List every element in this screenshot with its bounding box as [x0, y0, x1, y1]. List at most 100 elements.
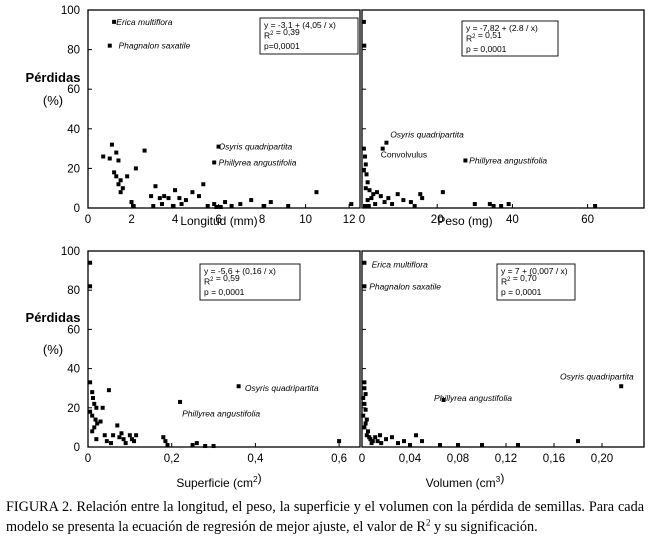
- data-point: [116, 158, 121, 163]
- data-point: [414, 433, 418, 438]
- data-point: [516, 443, 520, 448]
- data-point: [362, 284, 367, 289]
- regression-stat: p = 0,0001: [466, 44, 507, 54]
- data-point: [362, 425, 367, 430]
- data-point: [576, 439, 580, 444]
- data-point: [88, 284, 93, 289]
- plot-frame: [87, 250, 361, 448]
- figure-2-scatter-panels: Pérdidas (%) Pérdidas (%) 0 2 4 6 8 10 1202040…: [26, 5, 645, 490]
- data-point: [107, 156, 112, 161]
- data-point: [190, 443, 195, 448]
- plot-frame: [87, 9, 361, 209]
- data-point: [229, 204, 234, 209]
- data-point: [401, 198, 406, 203]
- x-tick-label: 4: [172, 214, 179, 226]
- data-point: [367, 188, 372, 193]
- data-point: [142, 148, 147, 153]
- data-point: [98, 419, 103, 424]
- data-point: [125, 174, 130, 179]
- data-point: [361, 168, 366, 173]
- x-tick-label: 0,2: [164, 453, 180, 465]
- data-point: [118, 178, 123, 183]
- data-point: [380, 146, 385, 151]
- data-point: [363, 392, 368, 397]
- y-tick-label: 40: [67, 364, 80, 376]
- data-point: [133, 166, 138, 171]
- data-point: [216, 144, 221, 149]
- x-axis-label: Superficie (cm2): [176, 471, 261, 490]
- caption-text: FIGURA 2. Relación entre la longitud, el…: [6, 499, 644, 535]
- data-point: [205, 204, 210, 209]
- data-point: [375, 190, 380, 195]
- data-point: [129, 437, 134, 442]
- regression-stat: R2 = 0,39: [264, 27, 300, 40]
- data-point: [173, 188, 178, 193]
- data-point: [238, 202, 243, 207]
- data-point: [90, 429, 95, 434]
- data-point: [129, 200, 134, 205]
- data-point: [593, 204, 598, 209]
- regression-box: [461, 20, 559, 57]
- regression-stat: y = -3,1 + (4,05 / x): [264, 20, 336, 30]
- data-point: [178, 399, 183, 404]
- regression-stat: p=0,0001: [264, 41, 300, 51]
- x-tick-label: 0: [359, 214, 365, 226]
- data-point: [366, 429, 370, 434]
- x-axis-label: Peso (mg): [437, 214, 492, 228]
- scatter-panel-1: 0 2 4 6 8 10 12 0 20 40 60 80 100 Longitud (mm) y = -3…: [61, 5, 361, 228]
- regression-stat: p = 0,0001: [204, 287, 245, 297]
- y-tick-label: 20: [67, 163, 80, 175]
- regression-stat: y = -5,6 + (0,16 / x): [204, 266, 276, 276]
- data-point: [109, 142, 114, 147]
- data-point: [373, 202, 378, 207]
- x-tick-label: 0,08: [447, 453, 469, 465]
- data-point: [116, 182, 121, 187]
- data-point: [363, 162, 368, 167]
- data-point: [93, 417, 98, 422]
- x-axis-label: Longitud (mm): [180, 214, 257, 228]
- data-point: [420, 439, 424, 444]
- data-point: [203, 444, 208, 449]
- data-point: [165, 443, 170, 448]
- data-point: [506, 202, 511, 207]
- y-tick-label: 0: [74, 442, 80, 454]
- figure-caption: FIGURA 2. Relación entre la longitud, el…: [6, 497, 644, 537]
- data-point: [314, 190, 319, 195]
- data-point: [212, 160, 217, 165]
- data-point: [379, 441, 384, 446]
- data-point: [94, 405, 99, 410]
- species-annotation: Osyris quadripartita: [390, 130, 464, 140]
- data-point: [362, 43, 367, 48]
- data-point: [183, 198, 188, 203]
- data-point: [131, 204, 136, 209]
- species-annotation: Convolvulus: [381, 150, 427, 160]
- data-point: [491, 204, 496, 209]
- data-point: [90, 413, 95, 418]
- data-point: [120, 186, 125, 191]
- data-point: [88, 409, 93, 414]
- x-tick-label: 2: [128, 214, 134, 226]
- data-point: [268, 200, 273, 205]
- data-point: [212, 202, 217, 207]
- y-axis-label-top: Pérdidas: [26, 70, 81, 85]
- x-tick-label: 10: [299, 214, 312, 226]
- species-annotation: Erica multiflora: [372, 260, 428, 270]
- x-tick-label: 0,16: [543, 453, 565, 465]
- data-point: [112, 19, 117, 24]
- x-tick-label: 0: [359, 453, 365, 465]
- regression-box: [496, 263, 576, 301]
- regression-box: [259, 17, 359, 55]
- data-point: [106, 388, 111, 393]
- data-point: [161, 435, 166, 440]
- data-point: [472, 202, 477, 207]
- data-point: [159, 202, 164, 207]
- data-point: [390, 435, 394, 440]
- y-axis-unit-bottom: (%): [43, 342, 63, 357]
- data-point: [363, 421, 368, 426]
- data-point: [104, 439, 109, 444]
- data-point: [441, 397, 446, 402]
- species-annotation: Phagnalon saxatile: [118, 41, 190, 51]
- regression-stat: R2 = 0,70: [501, 273, 537, 286]
- data-point: [402, 439, 406, 444]
- data-point: [365, 198, 370, 203]
